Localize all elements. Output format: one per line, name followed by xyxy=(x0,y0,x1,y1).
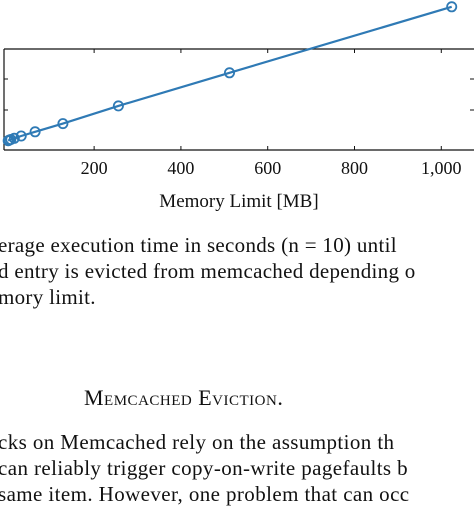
caption-line: d entry is evicted from memcached depend… xyxy=(0,259,416,283)
series-line xyxy=(7,5,453,142)
data-point xyxy=(8,132,20,144)
body-line: can reliably trigger copy-on-write pagef… xyxy=(0,456,409,480)
body-paragraph: cks on Memcached rely on the assumption … xyxy=(0,429,474,507)
data-point xyxy=(446,1,458,13)
x-tick-label: 800 xyxy=(341,158,368,178)
body-line: cks on Memcached rely on the assumption … xyxy=(0,430,395,454)
data-series xyxy=(2,1,458,147)
caption-line: erage execution time in seconds (n = 10)… xyxy=(0,233,397,257)
eviction-time-chart: 200 400 600 800 1,000 xyxy=(2,1,474,178)
data-point xyxy=(223,67,235,79)
plot-axes xyxy=(3,48,474,151)
x-tick-label: 400 xyxy=(167,158,194,178)
data-point xyxy=(29,126,41,138)
data-point xyxy=(112,100,124,112)
x-tick-label: 1,000 xyxy=(421,158,462,178)
section-heading: Memcached Eviction. xyxy=(84,385,284,410)
caption-line: mory limit. xyxy=(0,285,96,309)
figure-caption: erage execution time in seconds (n = 10)… xyxy=(0,232,474,310)
x-ticks: 200 400 600 800 1,000 xyxy=(81,49,462,178)
x-tick-label: 200 xyxy=(81,158,108,178)
data-point xyxy=(15,130,27,142)
body-line: same item. However, one problem that can… xyxy=(0,482,410,506)
data-point xyxy=(57,118,69,130)
x-axis-label: Memory Limit [MB] xyxy=(159,191,319,212)
x-tick-label: 600 xyxy=(254,158,281,178)
